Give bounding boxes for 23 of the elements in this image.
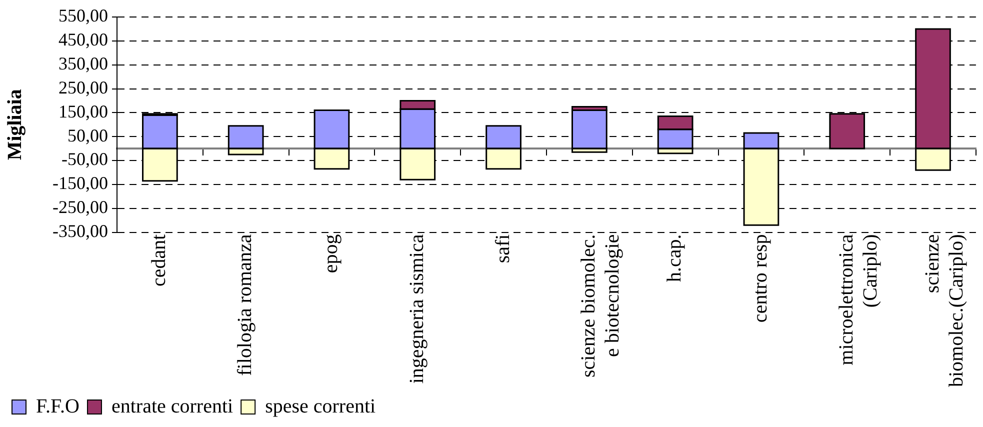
y-tick-label: -250,00 xyxy=(52,197,108,218)
y-tick-label: 150,00 xyxy=(58,101,108,122)
y-tick-label: 50,00 xyxy=(68,125,108,146)
y-axis-title: Migliaia xyxy=(4,89,26,160)
x-tick-label: scienze biomolec.(Cariplo) xyxy=(921,234,968,387)
y-tick-label: 550,00 xyxy=(58,6,108,26)
x-tick-label: filologia romanza xyxy=(234,234,256,376)
y-tick-label: -150,00 xyxy=(52,173,108,194)
x-tick-label: h.cap. xyxy=(664,234,686,282)
x-tick-label: epog xyxy=(320,234,342,274)
x-tick-label: safi xyxy=(492,234,514,264)
legend-label: spese correnti xyxy=(265,395,376,418)
x-tick-label: cedant xyxy=(148,234,170,286)
y-tick-label: 250,00 xyxy=(58,77,108,98)
legend-label: entrate correnti xyxy=(111,395,234,418)
x-tick-label: ingegneria sismica xyxy=(406,234,428,384)
y-tick-label: -350,00 xyxy=(52,221,108,241)
x-tick-label: centro resp xyxy=(749,234,772,323)
y-tick-label: 350,00 xyxy=(58,54,108,74)
legend-label: F.F.O xyxy=(36,395,80,418)
y-tick-label: 450,00 xyxy=(58,30,108,50)
y-tick-label: -50,00 xyxy=(62,149,108,170)
x-tick-label: microelettronica (Cariplo) xyxy=(835,234,882,366)
